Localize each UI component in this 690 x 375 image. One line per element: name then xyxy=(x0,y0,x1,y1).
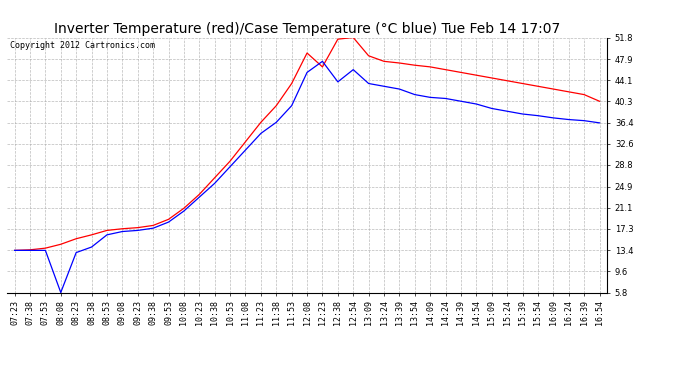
Title: Inverter Temperature (red)/Case Temperature (°C blue) Tue Feb 14 17:07: Inverter Temperature (red)/Case Temperat… xyxy=(54,22,560,36)
Text: Copyright 2012 Cartronics.com: Copyright 2012 Cartronics.com xyxy=(10,41,155,50)
